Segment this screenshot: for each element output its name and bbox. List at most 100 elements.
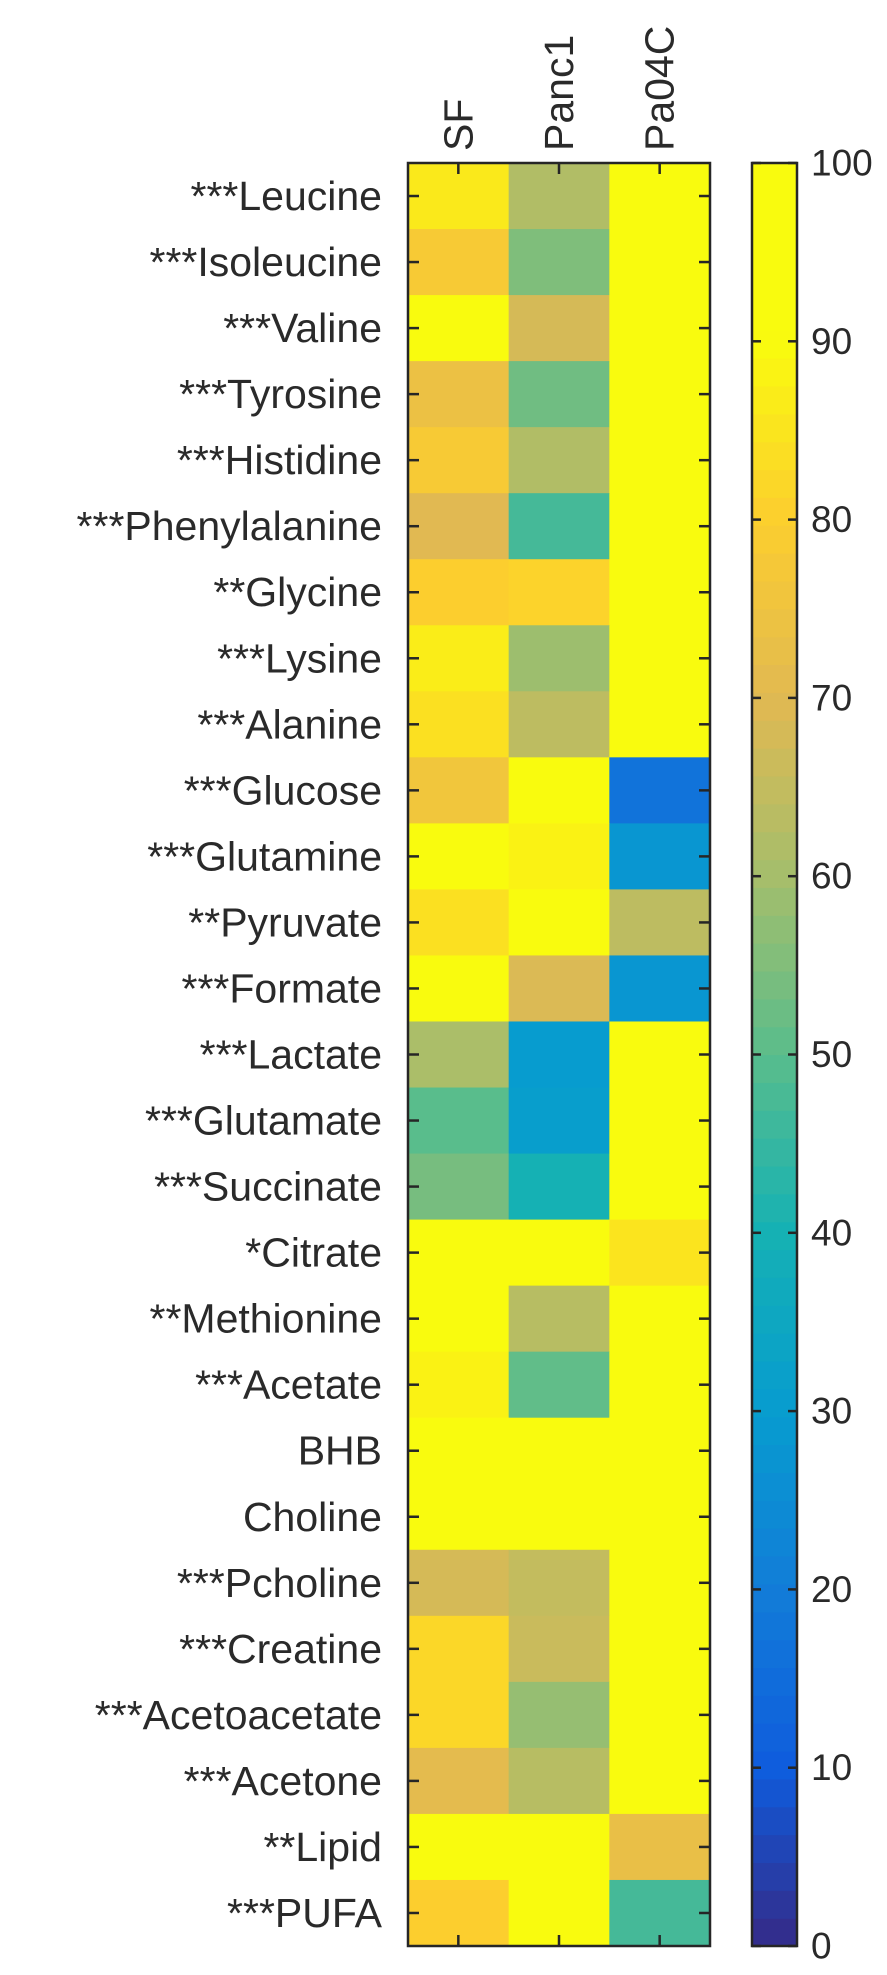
row-label: ***Glutamine <box>147 833 382 879</box>
heatmap-cell <box>408 1285 510 1353</box>
colorbar-tick-label: 20 <box>811 1569 852 1610</box>
colorbar-band <box>752 1026 797 1056</box>
heatmap-cell <box>508 229 610 296</box>
colorbar-band <box>752 358 797 387</box>
heatmap-cell <box>408 889 510 957</box>
colorbar-band <box>752 1695 797 1724</box>
colorbar-band <box>752 1360 797 1390</box>
colorbar-band <box>752 497 797 526</box>
row-label: ***Valine <box>223 305 382 351</box>
colorbar-band <box>752 943 797 972</box>
heatmap-cell <box>508 625 610 692</box>
colorbar <box>752 163 797 1947</box>
colorbar-band <box>752 525 797 554</box>
heatmap-cell <box>508 1219 610 1287</box>
row-label: **Pyruvate <box>188 899 382 945</box>
heatmap-cell <box>508 361 610 428</box>
heatmap-cell <box>408 1549 510 1617</box>
colorbar-band <box>752 970 797 1000</box>
colorbar-band <box>752 1416 797 1446</box>
heatmap-cell <box>508 1153 610 1221</box>
colorbar-band <box>752 302 797 331</box>
heatmap-cell <box>609 493 711 560</box>
heatmap-cell <box>408 1813 510 1881</box>
colorbar-band <box>752 748 797 777</box>
row-label: ***Glutamate <box>145 1098 382 1144</box>
colorbar-band <box>752 1890 797 1919</box>
colorbar-tick-label: 30 <box>811 1391 852 1432</box>
colorbar-band <box>752 1583 797 1613</box>
heatmap-cell <box>508 1021 610 1089</box>
row-label: ***Glucose <box>184 767 382 813</box>
heatmap-cell <box>408 559 510 626</box>
colorbar-tick-label: 70 <box>811 677 852 718</box>
heatmap-cell <box>508 955 610 1023</box>
heatmap-cell <box>609 361 711 428</box>
heatmap-cell <box>508 1483 610 1551</box>
colorbar-band <box>752 1305 797 1334</box>
heatmap-cell <box>408 757 510 824</box>
heatmap-cell <box>609 1549 711 1617</box>
row-label: ***Creatine <box>179 1626 382 1672</box>
heatmap-cell <box>408 691 510 758</box>
heatmap-cell <box>609 625 711 692</box>
column-labels: SF Panc1 Pa04C <box>435 26 682 151</box>
colorbar-band <box>752 330 797 359</box>
row-label: ***Acetoacetate <box>95 1692 382 1738</box>
heatmap-cell <box>609 1153 711 1221</box>
heatmap-cell <box>408 823 510 891</box>
row-label: BHB <box>298 1428 382 1474</box>
colorbar-band <box>752 1834 797 1864</box>
heatmap-cell <box>408 163 510 230</box>
row-label: ***Acetate <box>195 1362 382 1408</box>
colorbar-band <box>752 859 797 888</box>
colorbar-band <box>752 998 797 1028</box>
heatmap-cell <box>508 1615 610 1683</box>
heatmap-cell <box>609 955 711 1023</box>
column-label: Pa04C <box>637 26 683 151</box>
colorbar-band <box>752 1639 797 1669</box>
heatmap-cell <box>609 1087 711 1155</box>
colorbar-band <box>752 580 797 610</box>
colorbar-band <box>752 1778 797 1808</box>
colorbar-band <box>752 831 797 861</box>
row-label: ***Acetone <box>184 1758 382 1804</box>
colorbar-band <box>752 887 797 916</box>
colorbar-band <box>752 1388 797 1418</box>
row-labels: ***Leucine ***Isoleucine ***Valine ***Tyros… <box>77 173 383 1936</box>
colorbar-band <box>752 1444 797 1473</box>
heatmap-cell <box>408 1747 510 1815</box>
colorbar-tick-label: 60 <box>811 856 852 897</box>
heatmap-cell <box>408 493 510 560</box>
colorbar-band <box>752 1110 797 1139</box>
row-label: **Lipid <box>263 1824 382 1870</box>
heatmap-cell <box>609 823 711 891</box>
heatmap-cell <box>609 1351 711 1419</box>
heatmap-cell <box>609 1747 711 1815</box>
colorbar-band <box>752 441 797 471</box>
colorbar-band <box>752 775 797 805</box>
colorbar-band <box>752 1333 797 1362</box>
colorbar-band <box>752 1667 797 1696</box>
row-label: ***Leucine <box>191 173 383 219</box>
heatmap-cell <box>508 1351 610 1419</box>
heatmap-cell <box>508 493 610 560</box>
heatmap-cell <box>609 295 711 362</box>
column-label: Panc1 <box>536 35 582 151</box>
heatmap-frame <box>406 161 712 1948</box>
heatmap-cell <box>609 427 711 494</box>
colorbar-band <box>752 274 797 303</box>
row-label: ***PUFA <box>227 1890 383 1936</box>
row-label: Choline <box>243 1494 382 1540</box>
colorbar-band <box>752 413 797 443</box>
colorbar-band <box>752 190 797 220</box>
colorbar-band <box>752 385 797 415</box>
colorbar-band <box>752 246 797 276</box>
heatmap-cell <box>508 823 610 891</box>
heatmap-cell <box>508 163 610 230</box>
colorbar-band <box>752 469 797 498</box>
colorbar-band <box>752 163 797 192</box>
heatmap-cell <box>508 1549 610 1617</box>
colorbar-tick-label: 40 <box>811 1212 852 1253</box>
